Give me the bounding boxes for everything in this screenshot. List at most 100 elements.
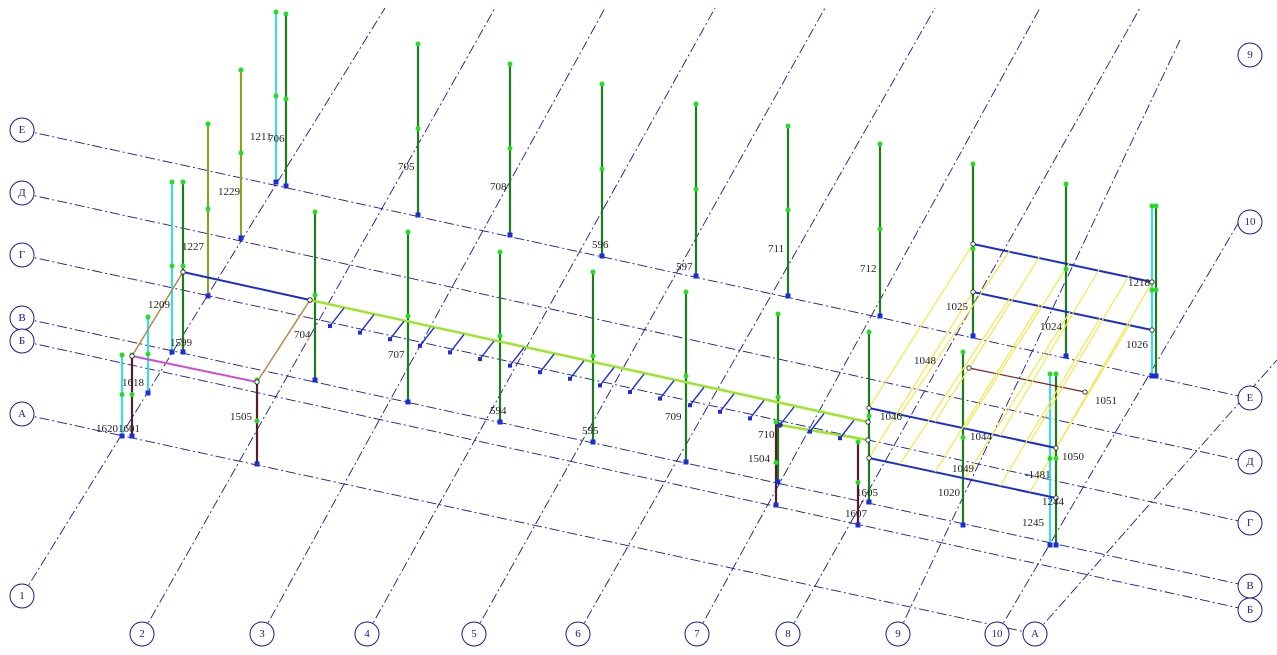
axis-marker-letter[interactable]: Е (1237, 385, 1263, 411)
beam[interactable] (868, 457, 1057, 499)
purlin[interactable] (689, 386, 705, 406)
bracing-beam[interactable] (999, 267, 1101, 437)
beam[interactable] (182, 271, 311, 301)
axis-circle (1022, 621, 1048, 647)
top-node (773, 419, 779, 425)
axis-marker-letter[interactable]: Г (1237, 510, 1263, 536)
mid-node (960, 435, 966, 440)
axis-marker-letter[interactable]: Е (9, 117, 35, 143)
bracing-beam[interactable] (1029, 273, 1131, 443)
purlin-node (328, 324, 332, 328)
axis-marker-number[interactable]: 5 (461, 621, 487, 647)
purlin[interactable] (569, 360, 585, 380)
beam[interactable] (256, 299, 311, 383)
top-node (1063, 181, 1069, 187)
purlin[interactable] (659, 380, 675, 400)
axis-circle (885, 621, 911, 647)
support-node (273, 179, 279, 185)
axis-marker-number[interactable]: 9 (1237, 42, 1263, 68)
purlin-node (808, 429, 812, 434)
element-label: 1026 (1126, 339, 1149, 351)
axis-circle (1237, 510, 1263, 536)
purlin[interactable] (509, 347, 525, 367)
axis-marker-number[interactable]: 9 (885, 621, 911, 647)
purlin[interactable] (359, 314, 375, 334)
axis-marker-letter[interactable]: В (9, 305, 35, 331)
purlin-node (418, 343, 422, 348)
bracing-beam[interactable] (1029, 323, 1131, 493)
top-node (877, 141, 883, 147)
mid-node (129, 392, 135, 397)
element-label: 712 (860, 263, 877, 275)
bracing-beam[interactable] (999, 317, 1101, 487)
grid-line-letter (21, 317, 1249, 587)
purlin[interactable] (449, 333, 465, 353)
axis-marker-letter[interactable]: Б (1237, 597, 1263, 623)
axis-letter-label: Е (19, 124, 26, 136)
axis-marker-number[interactable]: 1 (9, 583, 35, 609)
axis-marker-letter[interactable]: Д (9, 180, 35, 206)
axis-marker-letter[interactable]: А (1022, 621, 1048, 647)
purlin[interactable] (809, 413, 825, 433)
beam[interactable] (972, 291, 1153, 331)
purlin[interactable] (779, 406, 795, 426)
purlin[interactable] (749, 399, 765, 419)
top-node (507, 61, 513, 67)
bracing-beam[interactable] (964, 261, 1071, 429)
bracing-beam[interactable] (934, 303, 1041, 473)
beam[interactable] (131, 271, 184, 357)
bracing-beam[interactable] (964, 311, 1071, 479)
element-label: 1209 (148, 299, 171, 311)
beam-node (1053, 445, 1059, 451)
axis-marker-number[interactable]: 4 (354, 621, 380, 647)
bracing-beam[interactable] (899, 297, 1011, 465)
axis-marker-letter[interactable]: Г (9, 242, 35, 268)
element-label: 706 (268, 133, 285, 145)
grid-line-number (897, 39, 1181, 635)
bracing-beam[interactable] (868, 291, 974, 459)
mid-node (145, 351, 151, 357)
beam[interactable] (131, 355, 258, 383)
axis-marker-letter[interactable]: А (9, 401, 35, 427)
axis-marker-letter[interactable]: В (1237, 573, 1263, 599)
grid-line-letter (21, 254, 1249, 524)
axis-marker-number[interactable]: 8 (775, 621, 801, 647)
purlin[interactable] (599, 366, 615, 386)
bracing-beam[interactable] (899, 249, 1011, 416)
purlin-node (508, 363, 512, 368)
structural-members[interactable] (120, 10, 1158, 545)
axis-marker-number[interactable]: 10 (1237, 209, 1263, 235)
axis-marker-number[interactable]: 7 (684, 621, 710, 647)
purlin[interactable] (329, 307, 345, 327)
purlin[interactable] (839, 419, 855, 439)
purlin[interactable] (419, 327, 435, 347)
beam[interactable] (779, 423, 869, 442)
axis-marker-number[interactable]: 3 (249, 621, 275, 647)
axis-marker-letter[interactable]: Б (9, 328, 35, 354)
top-node (312, 209, 318, 215)
axis-marker-number[interactable]: 6 (565, 621, 591, 647)
element-label: 596 (592, 239, 609, 251)
purlin-node (718, 409, 722, 414)
purlin[interactable] (389, 320, 405, 340)
purlin[interactable] (629, 373, 645, 393)
bracing-beam[interactable] (934, 255, 1041, 423)
beam[interactable] (972, 243, 1153, 283)
purlin[interactable] (719, 393, 735, 413)
axis-marker-letter[interactable]: Д (1237, 449, 1263, 475)
purlin[interactable] (479, 340, 495, 360)
bracing-beam[interactable] (868, 243, 974, 409)
axis-marker-number[interactable]: 2 (129, 621, 155, 647)
purlin-node (628, 390, 632, 394)
axis-circle (9, 117, 35, 143)
element-label: 707 (388, 349, 405, 361)
beam[interactable] (309, 298, 869, 424)
support-node (855, 522, 861, 528)
grid-lines (21, 7, 1277, 635)
grid-line-number (261, 7, 606, 635)
element-label: 1618 (122, 377, 145, 389)
purlin[interactable] (539, 353, 555, 373)
axis-marker-number[interactable]: 10 (984, 621, 1010, 647)
